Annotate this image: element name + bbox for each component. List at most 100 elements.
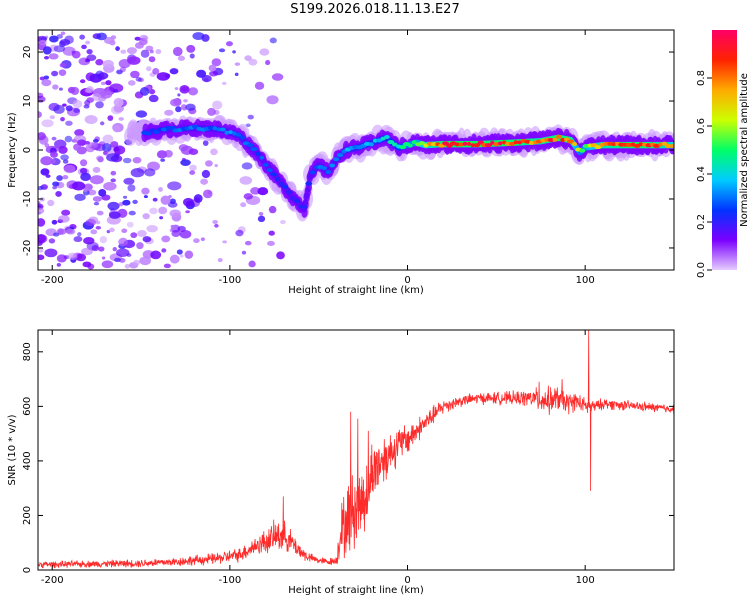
- noise-blob: [64, 135, 73, 143]
- noise-blob: [184, 250, 194, 259]
- ridge-core: [259, 155, 265, 160]
- noise-blob: [159, 216, 164, 220]
- noise-blob: [205, 160, 213, 167]
- ridge-core: [454, 142, 460, 147]
- noise-blob: [65, 105, 73, 112]
- noise-blob: [169, 254, 180, 264]
- noise-blob: [126, 47, 137, 55]
- noise-blob: [142, 35, 149, 41]
- noise-blob: [86, 54, 97, 61]
- ridge-core: [305, 181, 313, 186]
- noise-blob: [52, 181, 60, 187]
- noise-blob: [77, 232, 82, 237]
- ridge-core: [321, 166, 327, 171]
- noise-blob: [132, 199, 138, 204]
- noise-blob: [60, 117, 65, 122]
- noise-blob: [38, 207, 45, 214]
- noise-blob: [257, 187, 269, 196]
- snr-x-tick-label: 100: [576, 575, 595, 586]
- noise-blob: [170, 224, 175, 229]
- ridge-core: [309, 170, 316, 175]
- noise-blob: [90, 229, 98, 235]
- noise-blob: [127, 184, 136, 192]
- noise-blob: [58, 87, 63, 91]
- noise-blob: [56, 262, 61, 267]
- noise-blob: [201, 169, 211, 179]
- noise-blob: [189, 170, 196, 175]
- snr-frame: [37, 329, 675, 571]
- noise-blob: [92, 93, 102, 101]
- noise-blob: [41, 79, 52, 87]
- noise-blob: [123, 177, 135, 185]
- noise-blob: [86, 86, 94, 94]
- noise-blob: [268, 205, 277, 214]
- noise-blob: [102, 143, 112, 153]
- noise-blob: [48, 238, 56, 244]
- ridge-core: [239, 135, 245, 140]
- noise-blob: [50, 151, 58, 158]
- noise-blob: [81, 247, 93, 256]
- noise-blob: [79, 167, 88, 175]
- noise-blob: [212, 219, 219, 225]
- noise-blob: [109, 39, 116, 46]
- noise-blob: [67, 252, 78, 260]
- noise-blob: [161, 248, 167, 253]
- ridge-core: [599, 142, 605, 147]
- ridge-core: [498, 141, 503, 146]
- noise-blob: [137, 229, 147, 237]
- colorbar-tick-label: 0.6: [696, 118, 707, 134]
- noise-blob: [250, 187, 261, 195]
- noise-blob: [185, 210, 190, 214]
- noise-blob: [75, 253, 87, 262]
- spectrogram-plot-area: [38, 31, 674, 270]
- ridge-core: [603, 141, 609, 146]
- noise-blob: [194, 197, 200, 203]
- noise-blob: [48, 53, 59, 60]
- noise-blob: [92, 166, 101, 173]
- noise-blob: [127, 80, 136, 86]
- noise-blob: [45, 174, 51, 178]
- noise-blob: [144, 168, 156, 177]
- noise-blob: [210, 148, 218, 156]
- noise-blob: [158, 186, 163, 192]
- noise-blob: [106, 229, 111, 234]
- noise-blob: [38, 111, 42, 118]
- ridge-core: [387, 140, 395, 145]
- noise-blob: [53, 104, 65, 114]
- noise-blob: [43, 75, 50, 80]
- ridge-core: [391, 142, 398, 147]
- noise-blob: [248, 58, 258, 66]
- noise-blob: [114, 257, 121, 263]
- noise-blob: [100, 121, 105, 126]
- noise-blob: [85, 218, 97, 227]
- noise-blob: [164, 109, 174, 116]
- noise-blob: [95, 220, 101, 225]
- noise-blob: [82, 261, 92, 268]
- snr-y-tick-label: 0: [22, 567, 33, 573]
- noise-blob: [186, 44, 196, 53]
- noise-blob: [81, 44, 87, 50]
- noise-blob: [170, 98, 182, 107]
- noise-blob: [113, 146, 120, 153]
- noise-blob: [98, 189, 107, 197]
- noise-blob: [158, 206, 168, 215]
- snr-x-tick-label: -200: [41, 575, 64, 586]
- ridge-core: [212, 126, 218, 131]
- noise-blob: [122, 157, 132, 164]
- noise-blob: [87, 189, 97, 196]
- noise-blob: [97, 156, 104, 163]
- noise-blob: [122, 199, 131, 206]
- ridge-core: [529, 140, 534, 145]
- noise-blob: [112, 89, 119, 93]
- noise-blob: [49, 115, 55, 120]
- ridge-core: [250, 147, 258, 152]
- noise-blob: [141, 187, 150, 195]
- ridge-core: [333, 157, 340, 162]
- noise-blob: [271, 73, 284, 81]
- noise-blob: [60, 31, 66, 36]
- noise-blob: [179, 85, 190, 94]
- noise-blob: [130, 232, 138, 239]
- noise-blob: [127, 56, 141, 65]
- noise-blob: [177, 55, 185, 61]
